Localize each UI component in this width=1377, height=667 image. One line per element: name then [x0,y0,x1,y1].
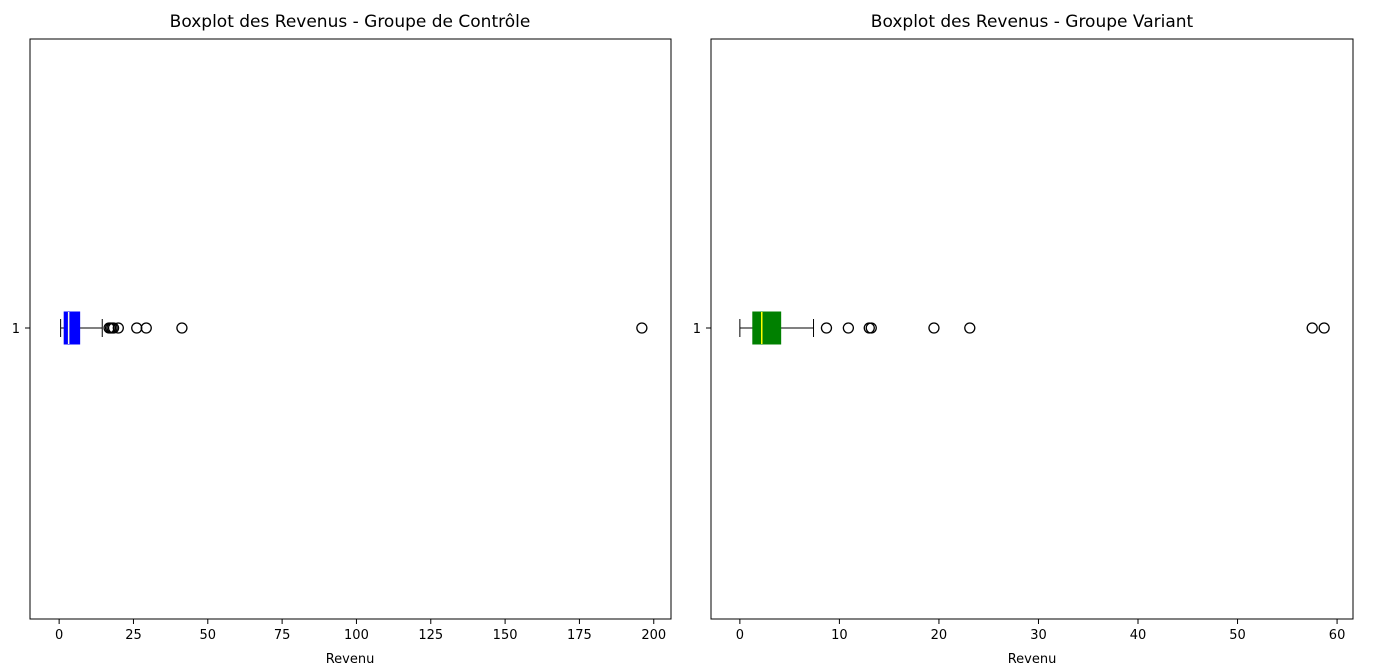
x-axis-label: Revenu [326,652,375,667]
x-tick-label: 0 [55,628,63,643]
chart-title: Boxplot des Revenus - Groupe Variant [871,12,1194,32]
plot-marks [60,311,648,345]
x-axis-label: Revenu [1008,652,1057,667]
x-tick-label: 60 [1329,628,1346,643]
x-tick-label: 175 [567,628,592,643]
outlier-point [842,322,855,334]
x-tick-label: 150 [493,628,518,643]
x-tick-label: 40 [1130,628,1147,643]
x-tick-label: 20 [931,628,948,643]
plot-area [29,38,672,620]
x-tick-label: 50 [1229,628,1246,643]
iqr-box [752,311,782,345]
outlier-point [964,322,976,334]
plot-area [710,38,1354,620]
outlier-point [1318,322,1330,334]
outlier-point [928,322,940,334]
x-tick-label: 75 [274,628,291,643]
outlier-point [865,322,877,334]
x-tick-label: 0 [736,628,744,643]
x-tick-label: 200 [641,628,666,643]
x-tick-label: 100 [344,628,369,643]
outlier-point [140,322,152,334]
x-axis-ticks: 0 10 20 30 40 50 60 [736,619,1346,643]
y-axis-ticks: 1 [12,322,30,337]
boxplot-panel-control: Boxplot des Revenus - Groupe de Contrôle… [12,12,672,667]
y-tick-label: 1 [693,322,701,337]
outlier-point [112,322,124,334]
plot-marks [739,311,1330,345]
x-tick-label: 30 [1030,628,1047,643]
outlier-point [636,322,648,334]
x-axis-ticks: 0 25 50 75 100 125 150 175 200 [55,619,666,643]
outlier-point [176,322,188,334]
x-tick-label: 25 [125,628,142,643]
outlier-point [820,322,833,334]
x-tick-label: 125 [418,628,443,643]
outlier-point [107,322,120,334]
boxplot-panel-variant: Boxplot des Revenus - Groupe Variant 0 10… [693,12,1354,667]
x-tick-label: 10 [831,628,848,643]
y-axis-ticks: 1 [693,322,711,337]
x-tick-label: 50 [200,628,217,643]
outlier-point [1306,322,1318,334]
y-tick-label: 1 [12,322,20,337]
chart-title: Boxplot des Revenus - Groupe de Contrôle [170,12,531,32]
iqr-box [63,311,81,345]
